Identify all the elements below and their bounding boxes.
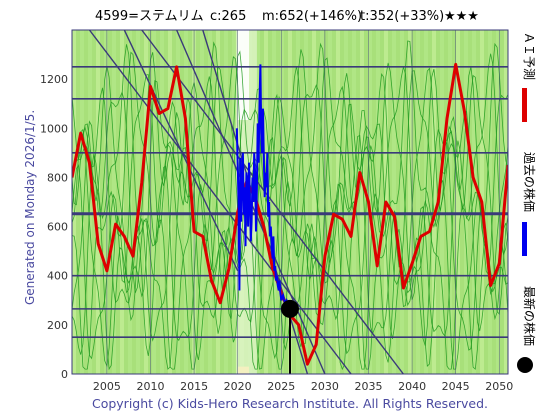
ensemble-line <box>72 72 508 371</box>
x-tick-label: 2010 <box>136 380 164 393</box>
header-stock: 4599=ステムリム <box>95 9 204 24</box>
legend-forecast-swatch <box>522 88 527 122</box>
x-tick-label: 2030 <box>311 380 339 393</box>
legend-history-swatch <box>522 222 527 256</box>
bg-band <box>424 30 428 374</box>
bg-band <box>472 30 476 374</box>
x-tick-label: 2050 <box>485 380 513 393</box>
copyright: Copyright (c) Kids-Hero Research Institu… <box>92 396 488 411</box>
bg-band <box>120 30 124 374</box>
bg-band <box>272 30 276 374</box>
bg-band <box>464 30 468 374</box>
bg-band <box>304 30 308 374</box>
bg-yellow-band <box>237 366 250 374</box>
bg-band <box>96 30 100 374</box>
bg-band <box>488 30 492 374</box>
latest-price-dot <box>281 299 299 318</box>
x-tick-label: 2020 <box>224 380 252 393</box>
bg-band <box>448 30 452 374</box>
y-tick-label: 200 <box>47 319 68 332</box>
generated-caption: Generated on Monday 2026/1/5. <box>23 110 37 305</box>
bg-white-band <box>237 30 250 120</box>
x-axis: 2005 2010 2015 2020 2025 2030 2035 2040 2045 2050 <box>93 380 513 393</box>
y-tick-label: 400 <box>47 270 68 283</box>
bg-band <box>392 30 396 374</box>
header-rating: ★★★ <box>444 9 479 24</box>
x-tick-label: 2040 <box>398 380 426 393</box>
header-current: c:265 <box>210 9 246 24</box>
plot-layer <box>72 30 548 374</box>
bg-band <box>400 30 404 374</box>
y-tick-label: 0 <box>61 368 68 381</box>
trend-line <box>123 30 239 272</box>
x-tick-label: 2005 <box>93 380 121 393</box>
bg-band <box>288 30 292 374</box>
bg-band <box>432 30 436 374</box>
bg-band <box>144 30 148 374</box>
y-tick-label: 800 <box>47 171 68 184</box>
header-target: t:352(+33%) <box>360 9 444 24</box>
vertical-grid <box>106 30 500 374</box>
bg-band <box>544 30 548 374</box>
bg-band <box>224 30 228 374</box>
trend-line <box>141 30 404 374</box>
legend-forecast-label: ＡＩ予測 <box>522 32 536 80</box>
ensemble-line <box>72 53 508 371</box>
bg-band <box>80 30 84 374</box>
y-tick-label: 1200 <box>40 73 68 86</box>
x-tick-label: 2025 <box>267 380 295 393</box>
legend-latest-label: 最新の株価 <box>522 286 537 346</box>
x-tick-label: 2045 <box>442 380 470 393</box>
bg-band <box>456 30 460 374</box>
x-tick-label: 2015 <box>180 380 208 393</box>
trend-line <box>88 30 352 374</box>
bg-band <box>168 30 172 374</box>
bg-band <box>200 30 204 374</box>
bg-band <box>312 30 316 374</box>
y-axis: 0 200 400 600 800 1000 1200 <box>40 73 68 381</box>
bg-band <box>352 30 356 374</box>
bg-band <box>160 30 164 374</box>
header-mean: m:652(+146%) <box>262 9 362 24</box>
bg-band <box>512 30 516 374</box>
legend: ＡＩ予測 過去の株価 最新の株価 <box>517 32 537 373</box>
y-tick-label: 600 <box>47 221 68 234</box>
plot-frame <box>71 29 509 375</box>
bg-band <box>320 30 324 374</box>
bg-band <box>496 30 500 374</box>
history-line <box>235 64 291 310</box>
bg-band <box>232 30 236 374</box>
legend-latest-dot <box>517 357 533 373</box>
y-tick-label: 1000 <box>40 122 68 135</box>
legend-history-label: 過去の株価 <box>522 152 537 212</box>
x-tick-label: 2035 <box>354 380 382 393</box>
bg-band <box>280 30 284 374</box>
bg-band <box>328 30 332 374</box>
bg-band <box>216 30 220 374</box>
bg-band <box>416 30 420 374</box>
bg-band <box>408 30 412 374</box>
bg-band <box>376 30 380 374</box>
ensemble-line <box>72 42 508 370</box>
bg-band <box>360 30 364 374</box>
bg-band <box>152 30 156 374</box>
